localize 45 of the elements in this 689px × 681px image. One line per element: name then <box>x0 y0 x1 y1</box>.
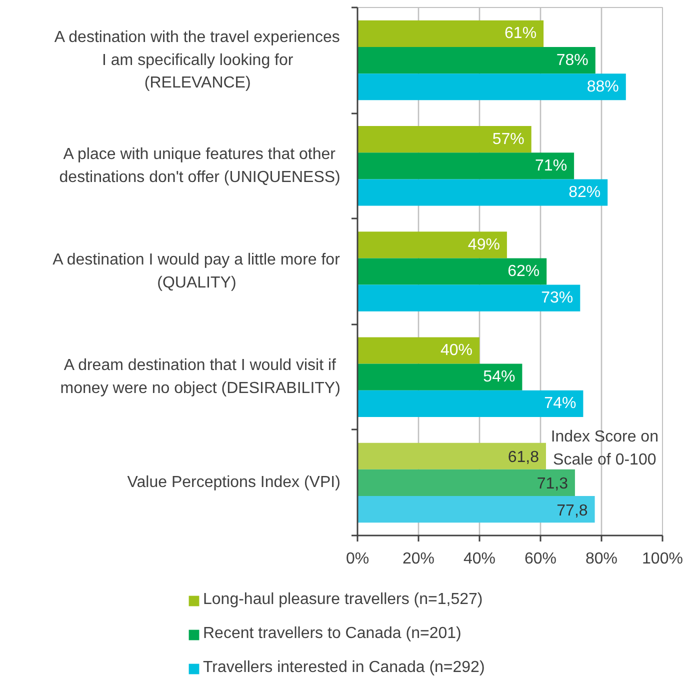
bar <box>358 152 574 180</box>
data-label: 74% <box>544 395 576 412</box>
bar <box>358 469 575 496</box>
y-tick-label: A destination with the travel experiences I am specifically looking for (RELEVANCE) <box>54 28 340 92</box>
y-tick-label: Value Perceptions Index (VPI) <box>127 474 340 492</box>
data-label: 73% <box>541 290 574 307</box>
x-tick-label: 80% <box>585 550 618 568</box>
bar <box>358 442 546 470</box>
bar <box>358 284 580 312</box>
legend-label: Long-haul pleasure travellers (n=1,527) <box>203 590 483 610</box>
y-tick-label: A destination I would pay a little more for (QUALITY) <box>52 252 341 292</box>
bar <box>358 74 626 100</box>
data-label: 71,3 <box>536 476 568 493</box>
bar <box>358 47 596 74</box>
bar <box>358 337 480 364</box>
bar <box>358 126 532 153</box>
bar <box>358 364 522 390</box>
data-label: 49% <box>468 236 500 254</box>
x-tick-label: 20% <box>402 550 435 568</box>
bar <box>358 179 608 206</box>
x-tick-label: 100% <box>642 550 683 568</box>
x-tick-label: 60% <box>524 550 557 568</box>
data-label: 82% <box>568 184 601 201</box>
annotation: Index Score on Scale of 0-100 <box>550 428 658 469</box>
data-label: 61,8 <box>508 449 540 466</box>
data-label: 78% <box>556 52 588 69</box>
bar <box>358 258 547 285</box>
data-label: 57% <box>492 130 524 148</box>
data-label: 62% <box>508 263 540 280</box>
bar <box>358 496 595 523</box>
data-label: 40% <box>440 342 473 360</box>
data-label: 88% <box>586 78 619 96</box>
y-tick-label: A dream destination that I would visit if money were no object (DESIRABILITY) <box>60 357 340 398</box>
x-tick-label: 0% <box>346 550 370 568</box>
y-tick-label: A place with unique features that other destinations don't offer (UNIQUENESS) <box>59 146 340 186</box>
data-label: 54% <box>483 368 516 386</box>
data-label: 77,8 <box>556 502 588 520</box>
legend-label: Travellers interested in Canada (n=292) <box>203 658 485 678</box>
bar <box>358 232 507 258</box>
data-label: 71% <box>535 157 568 174</box>
bar <box>358 390 584 417</box>
x-tick-label: 40% <box>463 550 496 568</box>
bar <box>358 20 544 48</box>
legend-label: Recent travellers to Canada (n=201) <box>203 624 462 644</box>
data-label: 61% <box>504 25 537 42</box>
